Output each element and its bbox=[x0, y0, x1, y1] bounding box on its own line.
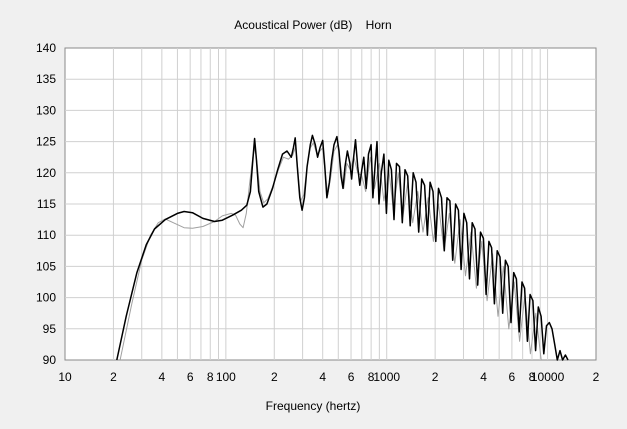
y-tick-label: 125 bbox=[36, 135, 56, 149]
y-tick-label: 105 bbox=[36, 259, 56, 273]
series-line-main bbox=[116, 134, 569, 361]
series-lines bbox=[116, 134, 569, 361]
y-tick-label: 140 bbox=[36, 41, 56, 55]
x-axis-title: Frequency (hertz) bbox=[266, 399, 361, 413]
x-tick-label: 1000 bbox=[373, 370, 400, 384]
x-tick-label: 2 bbox=[110, 370, 117, 384]
y-tick-label: 110 bbox=[37, 228, 56, 242]
y-tick-label: 90 bbox=[43, 353, 57, 367]
x-tick-label: 8 bbox=[529, 370, 536, 384]
x-tick-label: 2 bbox=[271, 370, 278, 384]
y-tick-label: 115 bbox=[37, 197, 56, 211]
x-tick-label: 10 bbox=[58, 370, 72, 384]
y-axis-ticks: 90 95 100 105 110 115 120 125 130 135 140 bbox=[36, 41, 56, 367]
x-tick-label: 6 bbox=[348, 370, 355, 384]
y-tick-label: 135 bbox=[36, 72, 56, 86]
x-tick-label: 4 bbox=[319, 370, 326, 384]
x-tick-label: 8 bbox=[207, 370, 214, 384]
x-tick-label: 8 bbox=[368, 370, 375, 384]
grid-lines bbox=[65, 48, 596, 360]
x-tick-label: 6 bbox=[187, 370, 194, 384]
x-tick-label: 10000 bbox=[531, 370, 565, 384]
series-line-reference bbox=[119, 142, 542, 361]
y-tick-label: 120 bbox=[36, 166, 56, 180]
x-tick-label: 4 bbox=[159, 370, 166, 384]
x-tick-label: 100 bbox=[216, 370, 236, 384]
chart-title: Acoustical Power (dB) Horn bbox=[234, 18, 391, 32]
y-tick-label: 95 bbox=[43, 322, 57, 336]
x-tick-label: 6 bbox=[509, 370, 516, 384]
y-tick-label: 100 bbox=[36, 291, 56, 305]
x-tick-label: 2 bbox=[432, 370, 439, 384]
x-tick-label: 2 bbox=[593, 370, 600, 384]
y-tick-label: 130 bbox=[36, 103, 56, 117]
x-tick-label: 4 bbox=[480, 370, 487, 384]
